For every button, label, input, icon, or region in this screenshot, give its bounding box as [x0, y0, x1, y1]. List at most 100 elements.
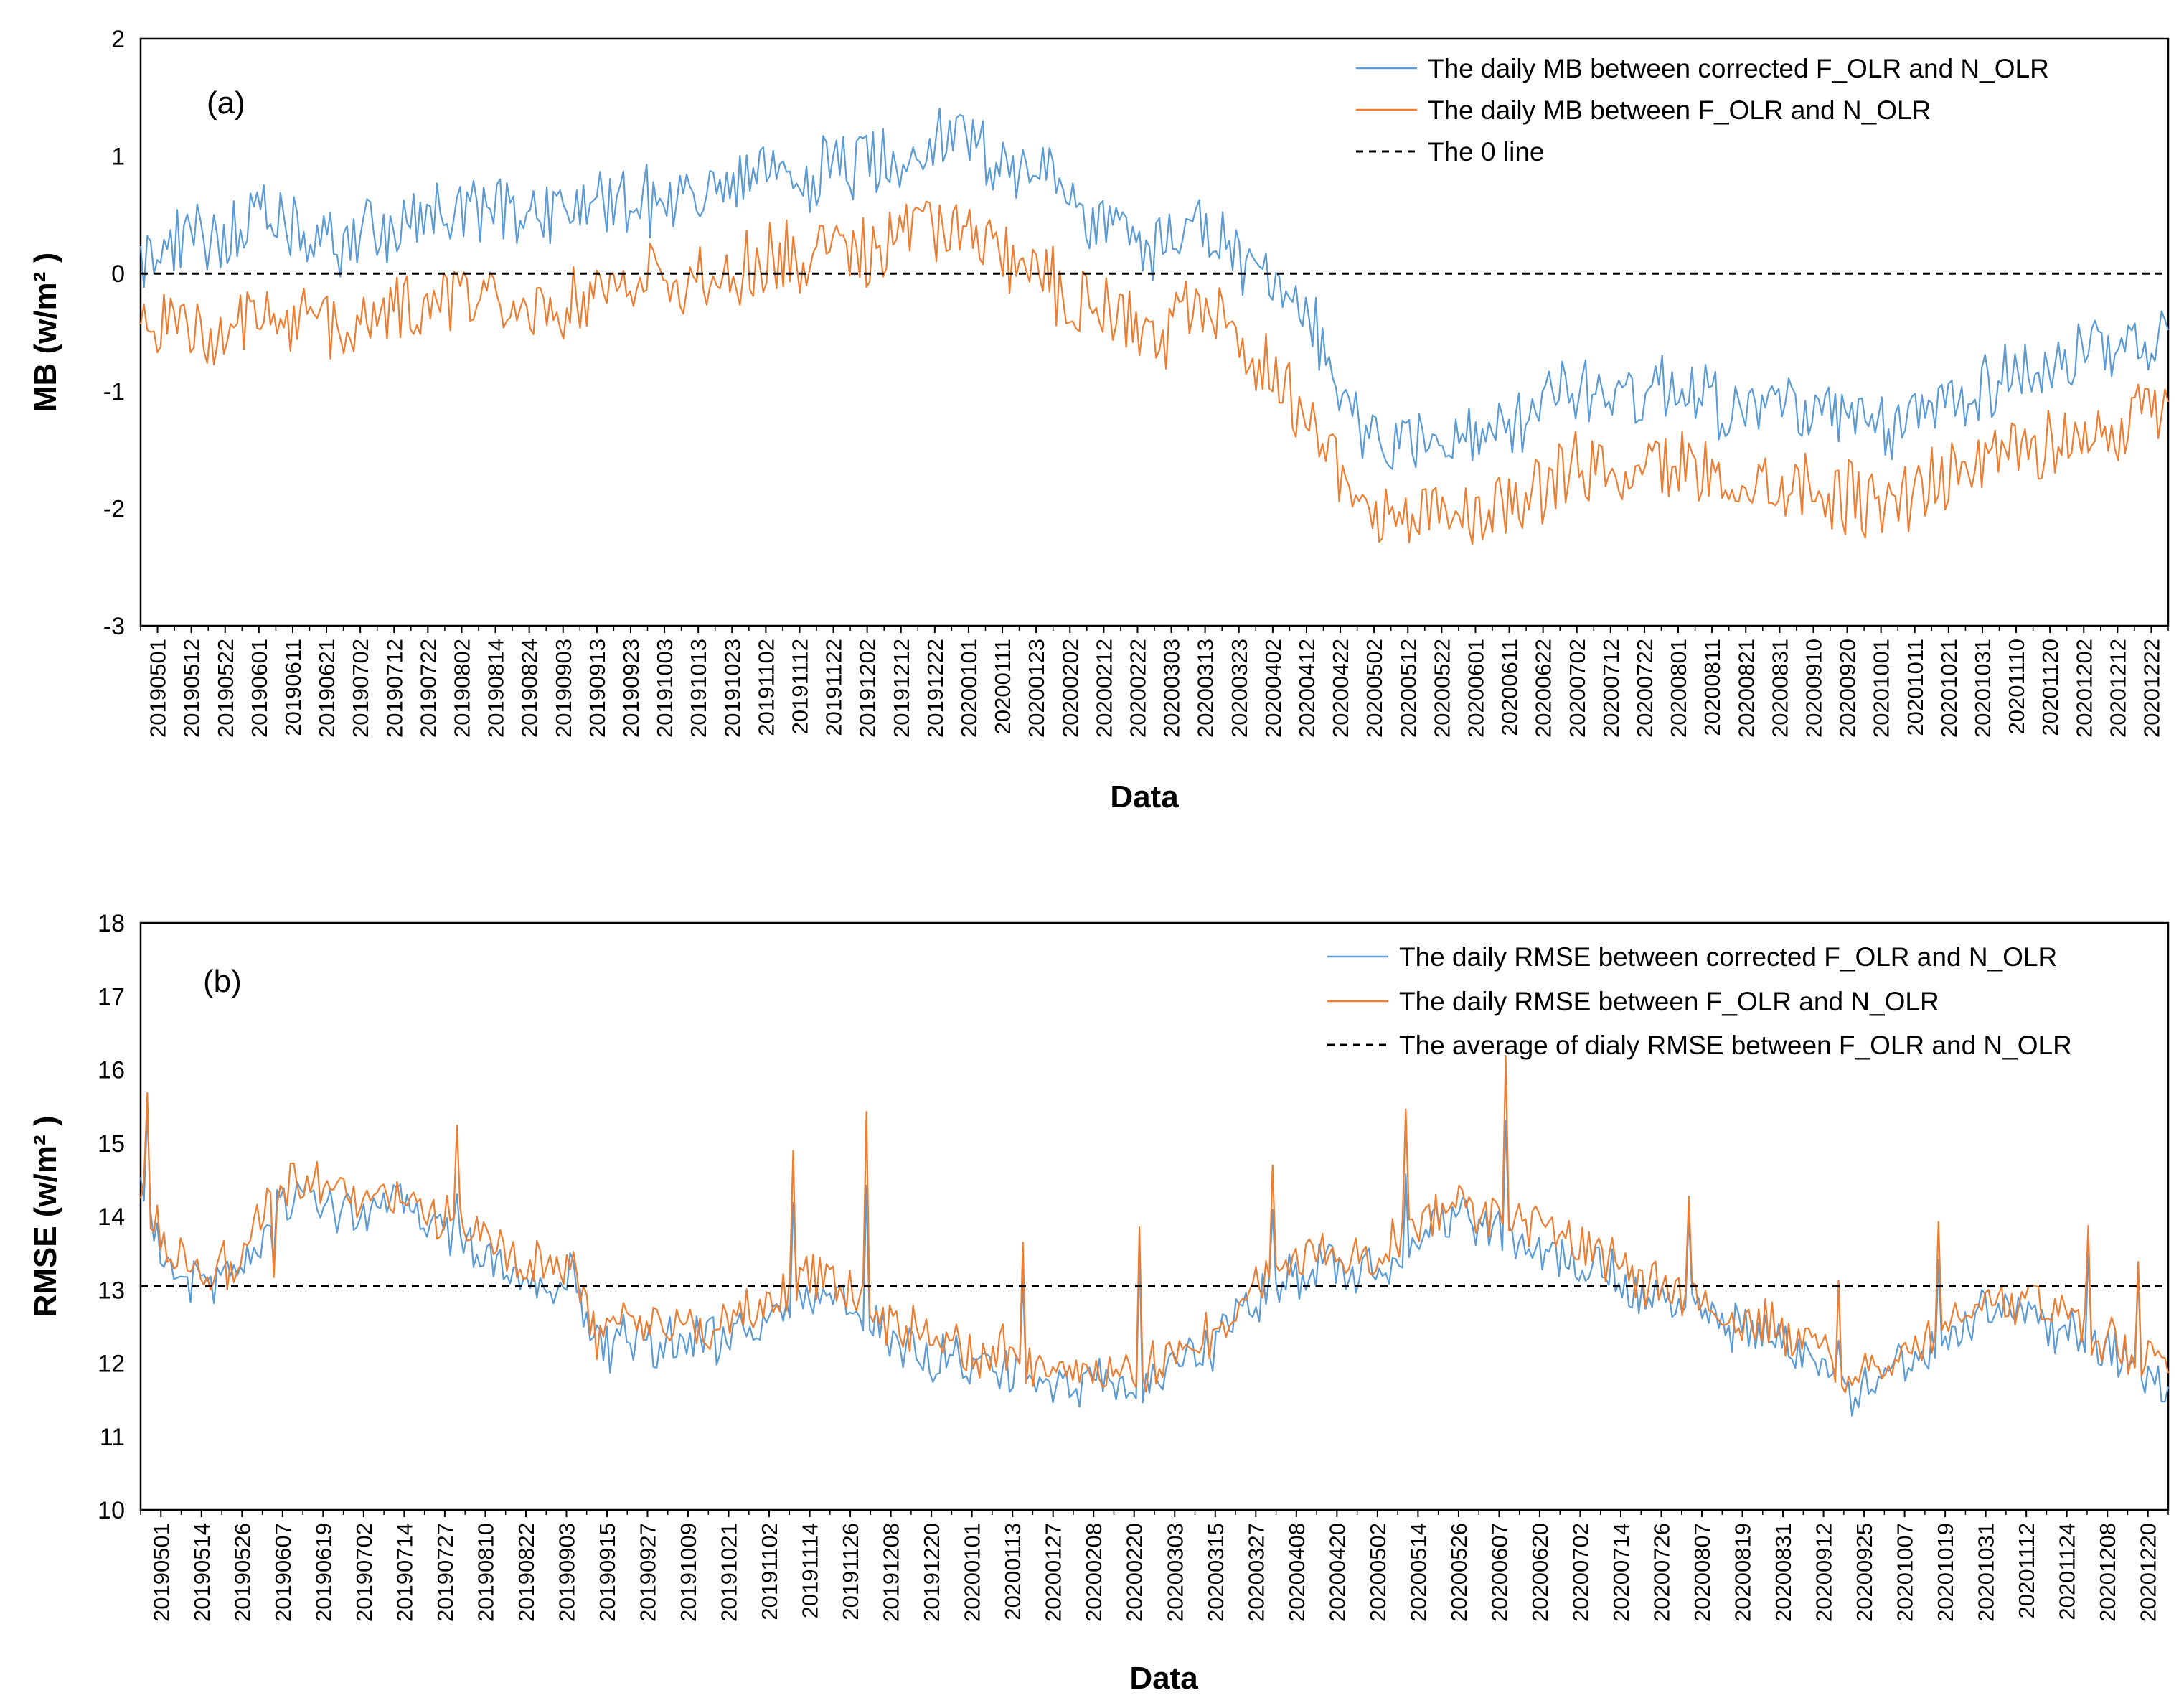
x-tick-label: 20200714: [1609, 1523, 1634, 1622]
x-tick-label: 20190702: [352, 1523, 377, 1622]
x-tick-label: 20200811: [1700, 639, 1725, 736]
x-tick-label: 20200920: [1835, 639, 1860, 738]
x-tick-label: 20200831: [1767, 639, 1792, 738]
x-tick-label: 20190722: [415, 639, 441, 738]
series-line-uncorrected: [139, 1055, 2170, 1394]
x-axis-title-a: Data: [1110, 779, 1179, 815]
panel-label-a: (a): [207, 85, 245, 121]
x-tick-label: 20200222: [1125, 639, 1150, 738]
x-tick-label: 20190927: [636, 1523, 661, 1622]
y-tick-label: -3: [103, 613, 125, 640]
y-tick-label: -2: [103, 495, 125, 522]
x-tick-label: 20201019: [1933, 1523, 1958, 1622]
x-tick-label: 20200412: [1294, 639, 1319, 738]
x-tick-label: 20190522: [213, 639, 238, 738]
y-tick-label: 10: [98, 1497, 125, 1524]
legend-label-zero-line: The 0 line: [1428, 137, 1545, 166]
x-tick-label: 20200514: [1406, 1523, 1431, 1622]
x-tick-label: 20191102: [757, 1523, 782, 1620]
x-tick-label: 20200620: [1528, 1523, 1553, 1622]
series-layer-a: [139, 108, 2170, 545]
x-tick-label: 20200526: [1446, 1523, 1472, 1622]
x-tick-label: 20190822: [514, 1523, 539, 1622]
x-tick-label: 20200622: [1531, 639, 1556, 738]
x-tick-label: 20190727: [433, 1523, 458, 1622]
series-layer-b: [139, 1055, 2170, 1417]
legend-label-average-line: The average of dialy RMSE between F_OLR …: [1399, 1031, 2072, 1060]
x-tick-label: 20200910: [1801, 639, 1826, 738]
x-tick-label: 20200208: [1081, 1523, 1106, 1622]
x-tick-label: 20200607: [1487, 1523, 1512, 1622]
x-tick-label: 20201202: [2071, 639, 2096, 738]
x-tick-label: 20201011: [1903, 639, 1928, 736]
y-tick-label: 2: [111, 26, 125, 53]
x-tick-label: 20191003: [652, 639, 677, 738]
legend-label-mb: The daily MB between F_OLR and N_OLR: [1428, 95, 1931, 125]
x-tick-label: 20200512: [1395, 639, 1421, 738]
y-tick-label: 0: [111, 261, 125, 288]
x-tick-label: 20200111: [990, 639, 1015, 734]
x-tick-label: 20200303: [1159, 639, 1185, 738]
x-tick-label: 20200303: [1162, 1523, 1187, 1622]
x-tick-label: 20201110: [2004, 639, 2029, 734]
x-tick-label: 20200212: [1091, 639, 1116, 738]
x-tick-label: 20191112: [787, 639, 812, 734]
x-tick-label: 20191021: [717, 1523, 742, 1622]
x-tick-label: 20190824: [517, 639, 542, 738]
series-line-corrected: [139, 108, 2170, 470]
x-tick-label: 20191126: [838, 1523, 863, 1620]
x-tick-label: 20201222: [2139, 639, 2164, 738]
x-tick-label: 20201124: [2055, 1523, 2080, 1620]
x-tick-label: 20200315: [1203, 1523, 1228, 1622]
legend-label-corrected-mb: The daily MB between corrected F_OLR and…: [1428, 54, 2049, 83]
x-tick-label: 20201031: [1974, 1523, 1999, 1622]
x-tick-label: 20200601: [1463, 639, 1488, 738]
y-tick-label: 15: [98, 1130, 125, 1158]
y-axis-title-a: MB (w/m² ): [28, 253, 63, 412]
x-tick-label: 20191114: [798, 1523, 823, 1618]
x-tick-label: 20201220: [2136, 1523, 2161, 1622]
x-tick-label: 20190712: [382, 639, 407, 738]
x-tick-label: 20191102: [753, 639, 778, 736]
x-tick-label: 20200726: [1649, 1523, 1675, 1622]
x-tick-label: 20200327: [1243, 1523, 1268, 1622]
x-tick-label: 20190611: [281, 639, 306, 736]
x-tick-label: 20190607: [270, 1523, 296, 1622]
x-tick-label: 20190915: [595, 1523, 620, 1622]
y-tick-label: 18: [98, 910, 125, 937]
x-tick-label: 20190913: [585, 639, 610, 738]
legend-label-corrected-rmse: The daily RMSE between corrected F_OLR a…: [1399, 942, 2057, 972]
x-tick-label: 20190903: [554, 1523, 579, 1622]
x-tick-label: 20190923: [618, 639, 644, 738]
x-tick-label: 20200101: [960, 1523, 985, 1622]
chart-panel-mb: -3 -2 -1 0 1 2 20190501 20190512 20190522 2019060…: [28, 26, 2170, 815]
x-tick-label: 20200408: [1284, 1523, 1309, 1622]
x-tick-label: 20200821: [1733, 639, 1759, 738]
x-tick-label: 20200801: [1666, 639, 1691, 738]
x-tick-label: 20200123: [1024, 639, 1049, 738]
x-tick-label: 20200912: [1812, 1523, 1837, 1622]
x-tick-label: 20191202: [855, 639, 880, 738]
y-tick-label: -1: [103, 378, 125, 405]
x-tick-label: 20200313: [1193, 639, 1218, 738]
x-tick-label: 20200702: [1568, 1523, 1593, 1622]
x-tick-label: 20200925: [1852, 1523, 1877, 1622]
y-axis-title-b: RMSE (w/m² ): [28, 1115, 63, 1317]
x-tick-label: 20201031: [1970, 639, 1995, 738]
x-tick-label: 20200522: [1429, 639, 1454, 738]
x-tick-label: 20201007: [1893, 1523, 1918, 1622]
y-tick-label: 13: [98, 1277, 125, 1304]
x-tick-label: 20190601: [247, 639, 272, 738]
axis-layer-b: 10 11 12 13 14 15 16 17 18 20190501 20190514 201905…: [98, 910, 2169, 1622]
x-tick-label: 20191222: [923, 639, 948, 738]
x-tick-label: 20200202: [1058, 639, 1083, 738]
x-tick-label: 20200502: [1362, 639, 1387, 738]
x-tick-label: 20190903: [551, 639, 576, 738]
x-tick-label: 20191220: [919, 1523, 944, 1622]
x-tick-label: 20191013: [686, 639, 711, 738]
x-tick-label: 20200611: [1497, 639, 1522, 736]
x-tick-label: 20190714: [392, 1523, 417, 1622]
x-tick-label: 20190702: [348, 639, 373, 738]
x-tick-label: 20190814: [484, 639, 509, 738]
